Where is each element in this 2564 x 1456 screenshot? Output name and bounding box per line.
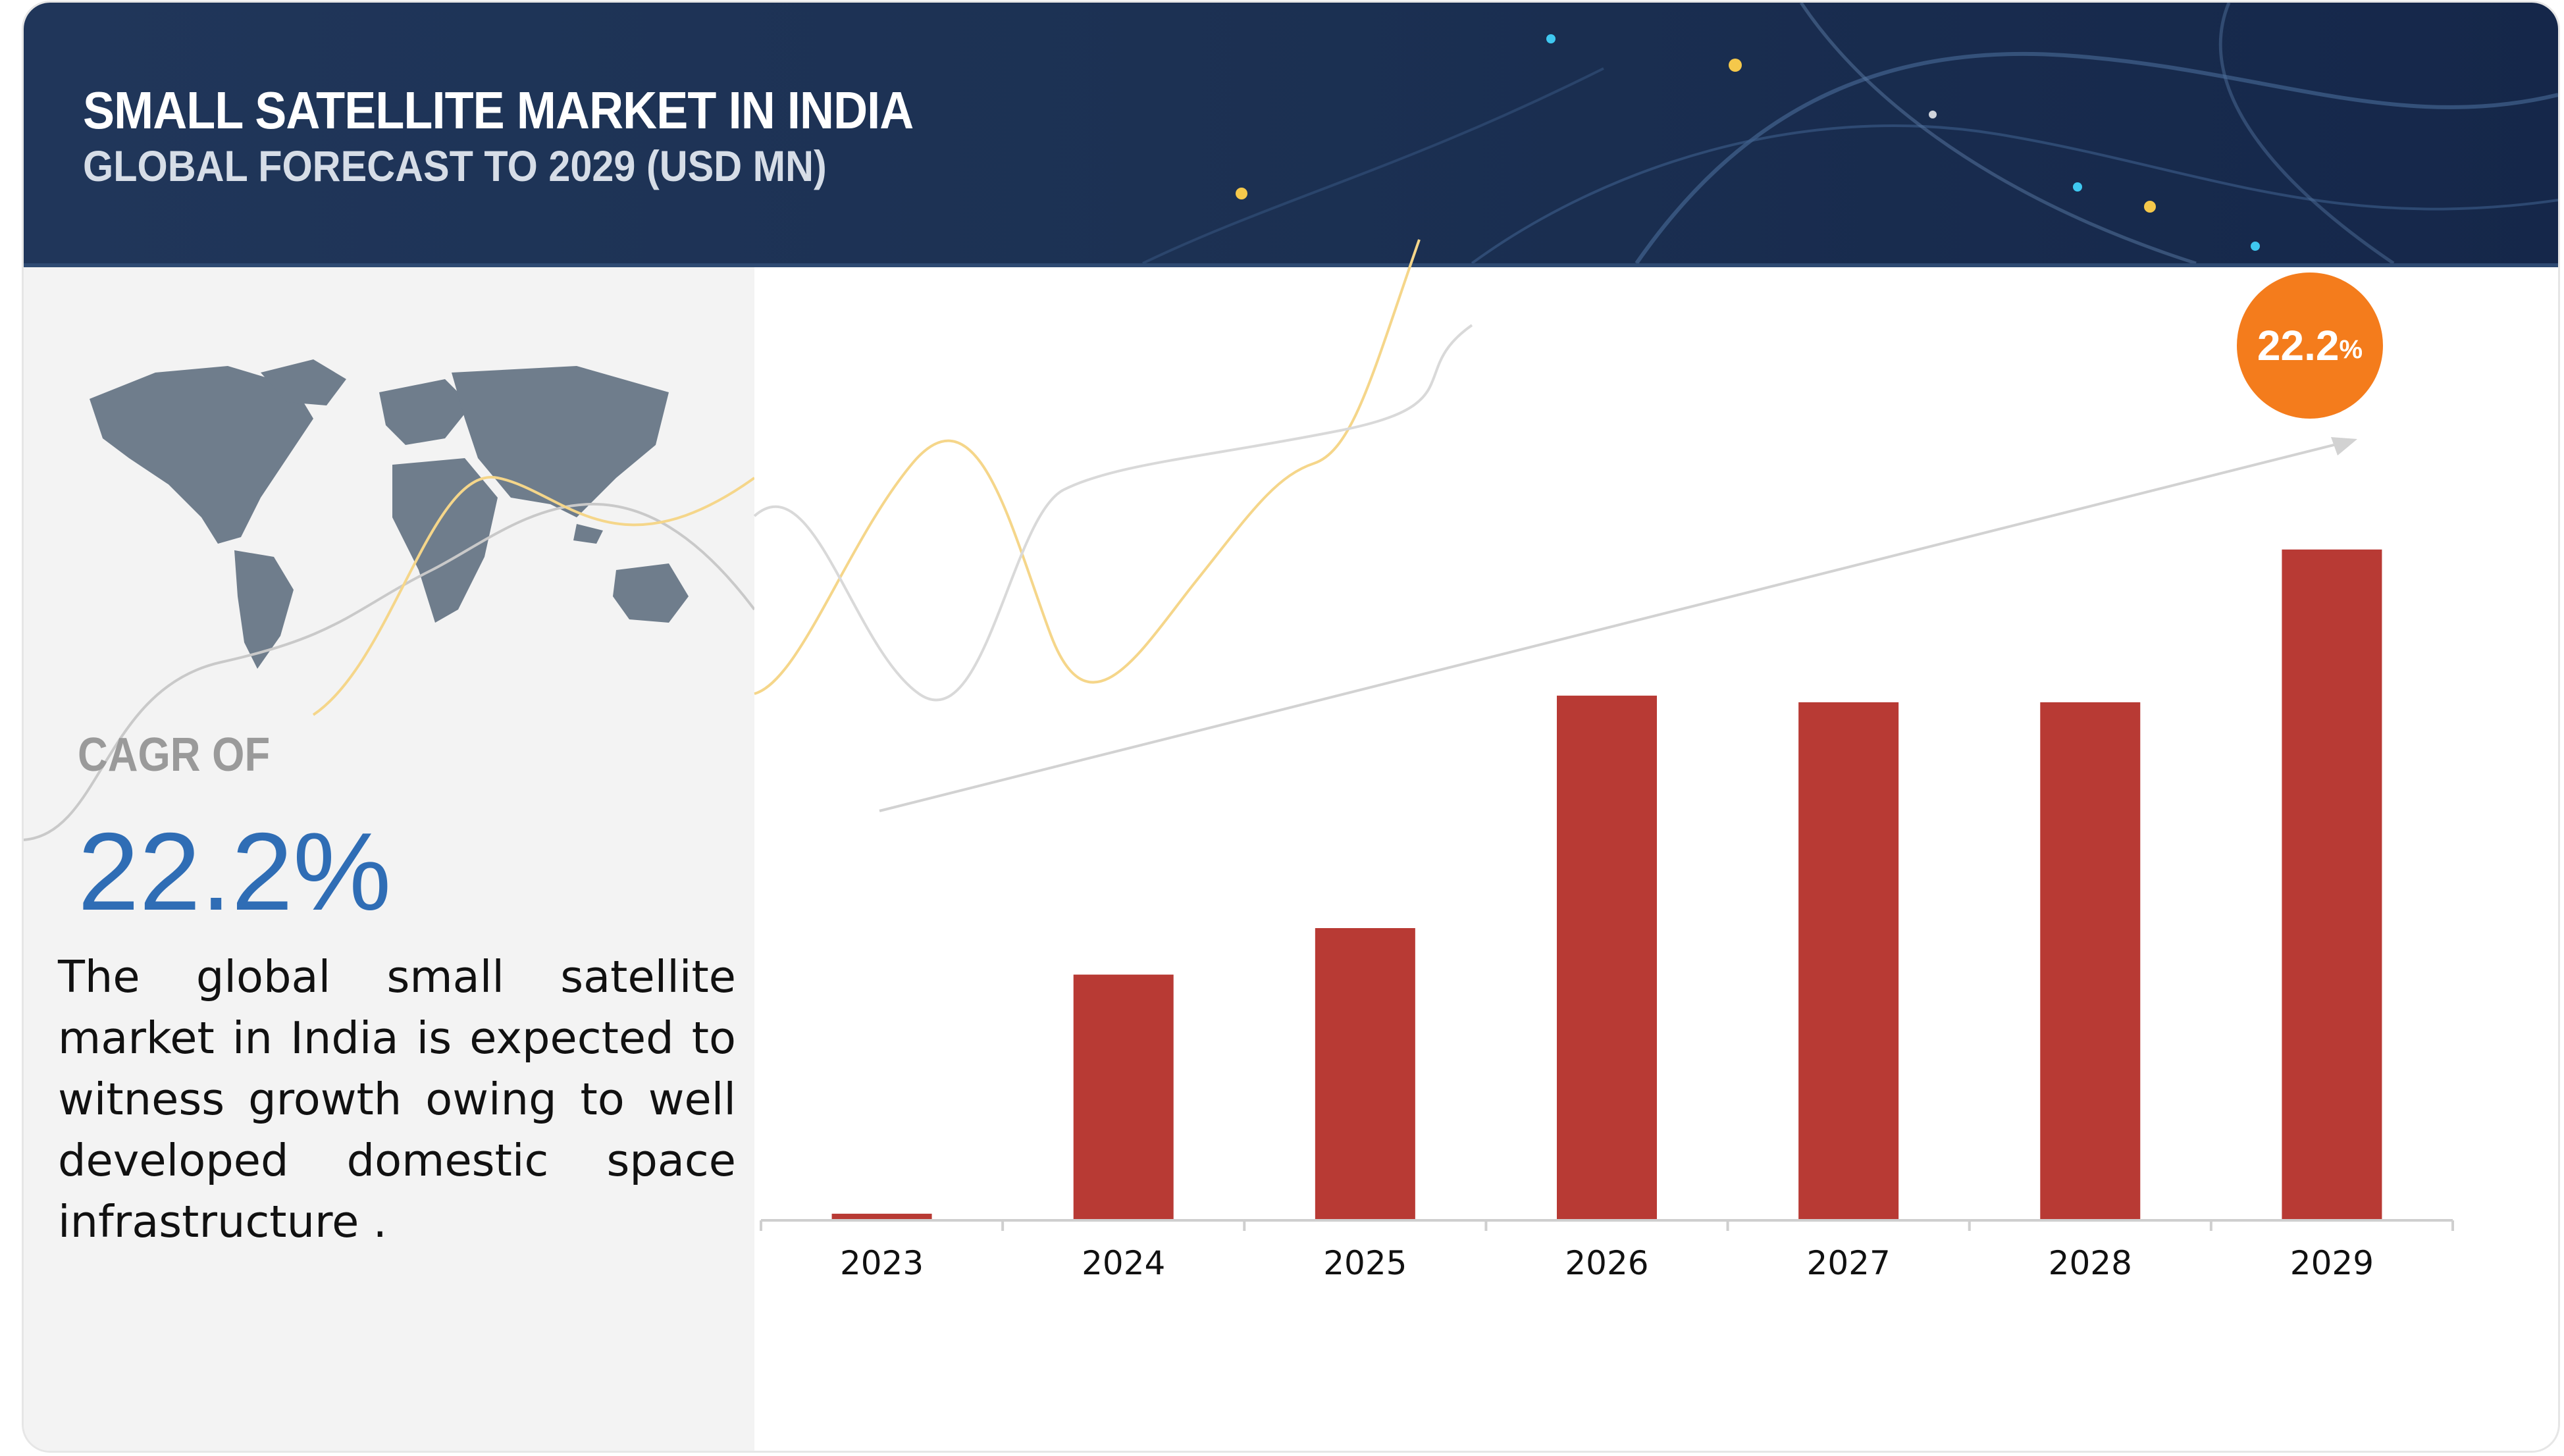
bar-2023: [831, 1213, 932, 1220]
x-tick-label-2027: 2027: [1807, 1244, 1891, 1282]
x-tick-label-2029: 2029: [2290, 1244, 2374, 1282]
left-panel: CAGR OF 22.2% The global small satellite…: [24, 267, 754, 1451]
page-title: SMALL SATELLITE MARKET IN INDIA: [83, 81, 914, 140]
cagr-badge-unit: %: [2339, 334, 2363, 364]
bars-layer: [831, 549, 2382, 1220]
bar-2029: [2282, 549, 2382, 1220]
x-tick-label-2028: 2028: [2049, 1244, 2132, 1282]
chart-decoration: [753, 239, 1473, 702]
bar-2025: [1315, 928, 1415, 1220]
cagr-badge: 22.2%: [2237, 273, 2383, 419]
bar-2024: [1073, 974, 1174, 1220]
bar-2028: [2040, 702, 2141, 1220]
x-tick-label-2026: 2026: [1565, 1244, 1648, 1282]
bar-chart: 2023 2024 2025 2026 2027 2028 2029: [753, 239, 2454, 1282]
x-tick-label-2025: 2025: [1323, 1244, 1407, 1282]
cagr-badge-number: 22.2: [2257, 322, 2340, 369]
cagr-value: 22.2%: [78, 810, 392, 933]
infographic-card: SMALL SATELLITE MARKET IN INDIA GLOBAL F…: [24, 3, 2558, 1451]
header-banner: SMALL SATELLITE MARKET IN INDIA GLOBAL F…: [24, 3, 2558, 267]
bar-2026: [1557, 695, 1657, 1220]
decorative-wave-lines: [24, 476, 754, 841]
cagr-label: CAGR OF: [78, 729, 271, 781]
x-tick-label-2023: 2023: [840, 1244, 924, 1282]
trend-arrow: [879, 437, 2357, 812]
description-text: The global small satellite market in Ind…: [58, 951, 736, 1247]
satellite-orbit-decoration: [1142, 3, 2558, 263]
x-axis-labels: 2023 2024 2025 2026 2027 2028 2029: [840, 1244, 2374, 1282]
page-subtitle: GLOBAL FORECAST TO 2029 (USD MN): [83, 142, 827, 190]
x-tick-label-2024: 2024: [1082, 1244, 1165, 1282]
bar-2027: [1798, 702, 1899, 1220]
x-axis-ticks: [760, 1220, 2454, 1231]
